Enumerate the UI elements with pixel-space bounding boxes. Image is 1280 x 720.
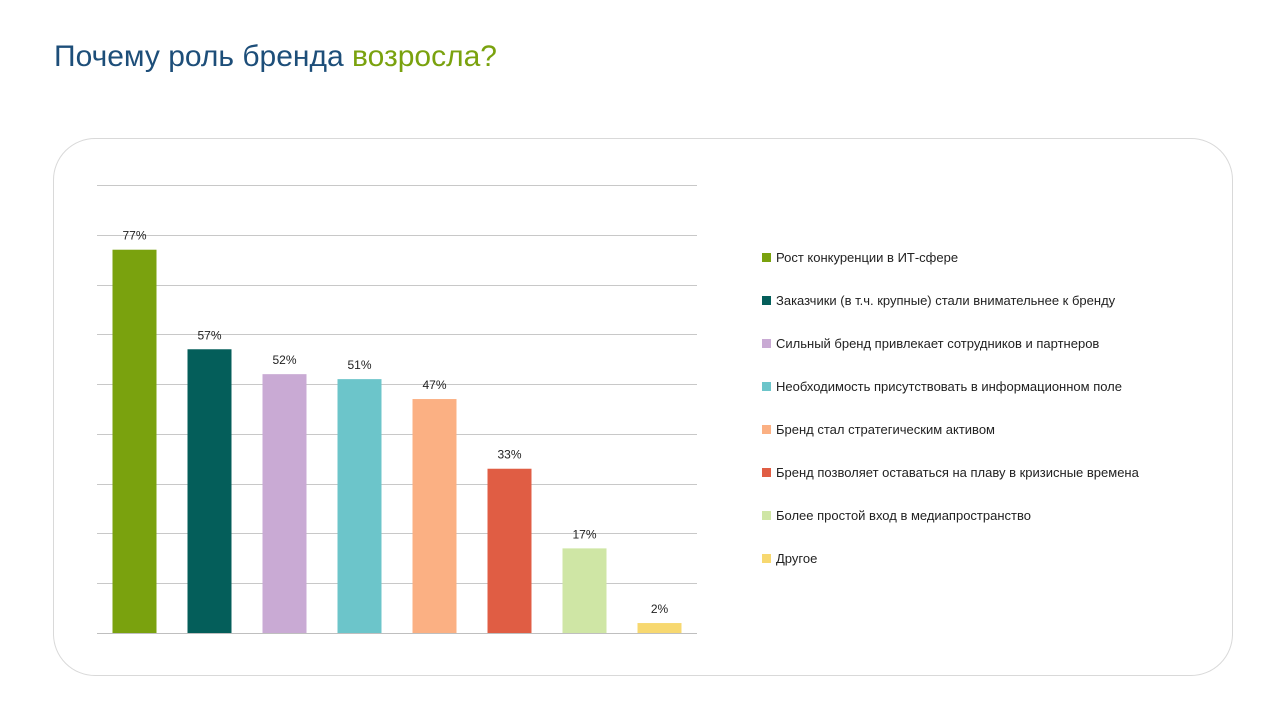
legend-label: Бренд стал стратегическим активом xyxy=(776,421,995,437)
legend-swatch xyxy=(762,295,771,305)
bar xyxy=(562,548,607,633)
legend-label: Сильный бренд привлекает сотрудников и п… xyxy=(776,335,1100,351)
data-label: 47% xyxy=(422,378,446,392)
legend-label: Заказчики (в т.ч. крупные) стали внимате… xyxy=(776,292,1116,308)
chart-card xyxy=(53,138,1233,676)
data-label: 17% xyxy=(572,527,596,541)
bar xyxy=(487,468,532,633)
legend-item: Заказчики (в т.ч. крупные) стали внимате… xyxy=(762,290,1115,310)
data-label: 52% xyxy=(272,353,296,367)
legend-swatch xyxy=(762,338,771,348)
legend-label: Другое xyxy=(776,550,818,566)
data-label: 33% xyxy=(497,448,521,462)
legend-swatch xyxy=(762,252,771,262)
data-label: 2% xyxy=(651,602,669,616)
bar xyxy=(637,623,682,633)
legend-item: Другое xyxy=(762,548,817,568)
legend-item: Бренд стал стратегическим активом xyxy=(762,419,995,439)
legend-item: Рост конкуренции в ИТ-сфере xyxy=(762,247,958,267)
title-accent: возросла? xyxy=(352,40,497,73)
bar xyxy=(262,374,307,633)
legend-swatch xyxy=(762,510,771,520)
legend-label: Бренд позволяет оставаться на плаву в кр… xyxy=(776,464,1139,480)
legend-swatch xyxy=(762,467,771,477)
title-main: Почему роль бренда xyxy=(54,40,353,73)
legend-swatch xyxy=(762,553,771,563)
legend-label: Более простой вход в медиапространство xyxy=(776,507,1031,523)
legend-label: Рост конкуренции в ИТ-сфере xyxy=(776,249,959,265)
legend-swatch xyxy=(762,381,771,391)
legend-swatch xyxy=(762,424,771,434)
legend-item: Сильный бренд привлекает сотрудников и п… xyxy=(762,333,1099,353)
data-label: 77% xyxy=(122,229,146,243)
legend-item: Необходимость присутствовать в информаци… xyxy=(762,376,1122,396)
data-label: 51% xyxy=(347,358,371,372)
bar xyxy=(412,399,457,633)
bar xyxy=(337,379,382,633)
legend-item: Бренд позволяет оставаться на плаву в кр… xyxy=(762,462,1139,482)
legend-label: Необходимость присутствовать в информаци… xyxy=(776,378,1122,394)
page-title: Почему роль бренда возросла? xyxy=(54,40,497,74)
data-label: 57% xyxy=(197,328,221,342)
bar xyxy=(112,249,157,633)
legend-item: Более простой вход в медиапространство xyxy=(762,505,1031,525)
bar xyxy=(187,349,232,633)
